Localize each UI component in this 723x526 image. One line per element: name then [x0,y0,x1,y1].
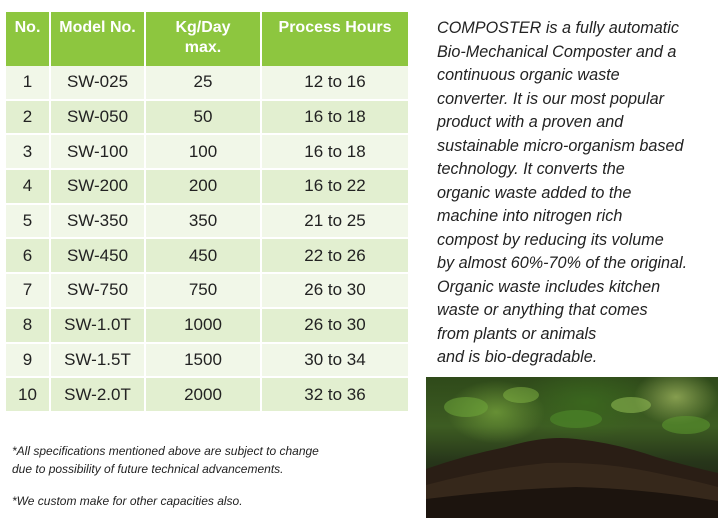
description-line: technology. It converts the [437,160,625,178]
cell-process-hours: 32 to 36 [262,378,408,413]
cell-no: 8 [6,308,51,344]
cell-no: 1 [6,66,51,101]
cell-process-hours: 26 to 30 [262,308,408,344]
cell-model-no: SW-750 [51,274,146,309]
cell-no: 5 [6,204,51,240]
cell-kg-per-day: 1000 [146,308,262,344]
cell-process-hours: 12 to 16 [262,66,408,101]
description-line: compost by reducing its volume [437,230,664,249]
cell-process-hours: 16 to 18 [262,100,408,136]
cell-process-hours: 16 to 22 [262,170,408,205]
table-row: 7 SW-750 750 26 to 30 [6,274,408,309]
description-line: product with a proven and [437,113,624,131]
description-line: and is bio-degradable. [437,348,598,366]
cell-no: 9 [6,343,51,379]
table-row: 2 SW-050 50 16 to 18 [6,100,408,136]
cell-process-hours: 16 to 18 [262,135,408,171]
description-line: Organic waste includes kitchen [437,277,661,296]
composter-description: COMPOSTER is a fully automatic Bio-Mechan… [437,17,721,370]
description-line: converter. It is our most popular [437,89,665,108]
cell-process-hours: 22 to 26 [262,239,408,275]
description-line: by almost 60%-70% of the original. [437,254,688,272]
header-model-no: Model No. [51,12,146,66]
cell-process-hours: 30 to 34 [262,343,408,379]
description-line: waste or anything that comes [437,301,648,319]
cell-process-hours: 21 to 25 [262,204,408,240]
description-line: organic waste added to the [437,183,632,202]
cell-no: 4 [6,170,51,205]
cell-model-no: SW-1.5T [51,343,146,379]
description-line: COMPOSTER is a fully automatic [437,19,679,37]
compost-photo [426,377,718,518]
cell-model-no: SW-050 [51,100,146,136]
footnote-spec-change-line1: *All specifications mentioned above are … [12,444,319,458]
description-line: machine into nitrogen rich [437,207,623,225]
header-process-hours: Process Hours [262,12,408,66]
table-row: 9 SW-1.5T 1500 30 to 34 [6,343,408,379]
cell-model-no: SW-025 [51,66,146,101]
cell-kg-per-day: 1500 [146,343,262,379]
table-row: 3 SW-100 100 16 to 18 [6,135,408,171]
table-row: 8 SW-1.0T 1000 26 to 30 [6,308,408,344]
footnote-custom-capacities: *We custom make for other capacities als… [12,494,243,508]
cell-kg-per-day: 25 [146,66,262,101]
footnote-spec-change-line2: due to possibility of future technical a… [12,462,284,476]
header-no: No. [6,12,51,66]
cell-model-no: SW-2.0T [51,378,146,413]
table-header-row: No. Model No. Kg/Day max. Process Hours [6,12,408,66]
compost-pile-illustration [426,387,718,518]
table-row: 1 SW-025 25 12 to 16 [6,66,408,101]
cell-kg-per-day: 200 [146,170,262,205]
cell-kg-per-day: 350 [146,204,262,240]
description-line: Bio-Mechanical Composter and a [437,42,677,61]
header-kg-per-day-label: Kg/Day max. [175,19,231,56]
table-row: 4 SW-200 200 16 to 22 [6,170,408,205]
specifications-table: No. Model No. Kg/Day max. Process Hours … [6,12,408,413]
cell-kg-per-day: 750 [146,274,262,309]
clipped-heading [6,0,408,6]
cell-no: 3 [6,135,51,171]
cell-model-no: SW-350 [51,204,146,240]
table-row: 5 SW-350 350 21 to 25 [6,204,408,240]
description-line: sustainable micro-organism based [437,136,684,155]
description-line: from plants or animals [437,324,597,343]
cell-model-no: SW-100 [51,135,146,171]
cell-kg-per-day: 50 [146,100,262,136]
description-line: continuous organic waste [437,66,620,84]
cell-kg-per-day: 450 [146,239,262,275]
header-kg-per-day: Kg/Day max. [146,12,262,66]
cell-model-no: SW-1.0T [51,308,146,344]
cell-process-hours: 26 to 30 [262,274,408,309]
cell-no: 6 [6,239,51,275]
table-row: 10 SW-2.0T 2000 32 to 36 [6,378,408,413]
table-row: 6 SW-450 450 22 to 26 [6,239,408,275]
cell-kg-per-day: 2000 [146,378,262,413]
cell-kg-per-day: 100 [146,135,262,171]
footnotes: *All specifications mentioned above are … [12,442,412,510]
cell-no: 7 [6,274,51,309]
cell-model-no: SW-450 [51,239,146,275]
cell-no: 10 [6,378,51,413]
cell-no: 2 [6,100,51,136]
cell-model-no: SW-200 [51,170,146,205]
